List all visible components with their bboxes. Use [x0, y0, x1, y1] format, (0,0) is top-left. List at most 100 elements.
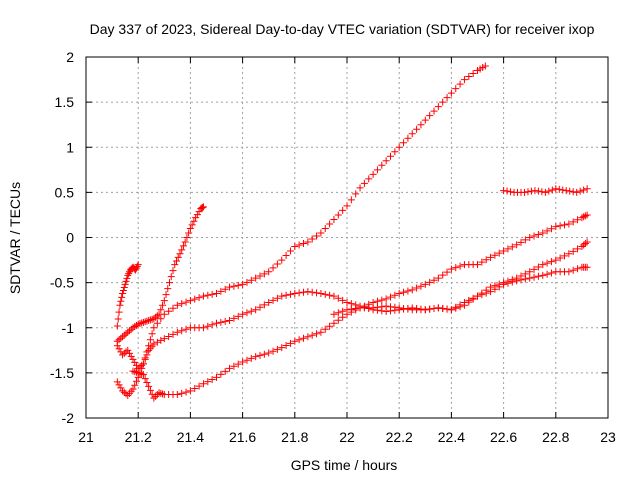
data-point — [526, 274, 534, 282]
data-point — [531, 187, 539, 195]
data-point — [569, 188, 577, 196]
data-point — [260, 270, 268, 278]
data-point — [578, 243, 586, 251]
data-point — [439, 304, 447, 312]
data-point — [176, 250, 184, 258]
data-point — [195, 382, 203, 390]
data-point — [118, 293, 126, 301]
data-point — [352, 190, 360, 198]
data-point — [576, 187, 584, 195]
data-point — [547, 225, 555, 233]
data-point — [124, 346, 132, 354]
data-point — [243, 356, 251, 364]
data-point — [186, 224, 194, 232]
data-point — [125, 270, 133, 278]
data-point — [507, 188, 515, 196]
data-point — [561, 252, 568, 260]
data-point — [395, 304, 403, 312]
y-tick-label: -2 — [62, 410, 75, 426]
data-point — [160, 310, 168, 318]
data-point — [508, 243, 516, 251]
data-point — [282, 252, 290, 260]
data-point — [124, 328, 132, 336]
data-point — [278, 256, 286, 264]
data-point — [504, 279, 512, 287]
data-point — [552, 223, 560, 231]
data-point — [434, 304, 442, 312]
data-point — [426, 305, 434, 313]
data-point — [562, 187, 570, 195]
data-point — [373, 303, 381, 311]
series-track-g — [500, 185, 591, 196]
data-point — [208, 321, 216, 329]
data-point — [313, 289, 321, 297]
data-point — [534, 272, 542, 280]
data-point — [239, 358, 247, 366]
data-point — [173, 301, 181, 309]
data-point — [182, 298, 190, 306]
data-point — [278, 344, 286, 352]
data-point — [487, 288, 495, 296]
data-point — [157, 336, 165, 344]
data-point — [417, 282, 425, 290]
data-point — [182, 325, 190, 333]
data-point — [243, 278, 251, 286]
y-tick-label: -1.5 — [50, 365, 74, 381]
data-point — [119, 387, 127, 395]
data-point — [447, 89, 455, 97]
data-point — [426, 278, 434, 286]
data-point — [226, 364, 234, 372]
data-point — [166, 279, 174, 287]
data-point — [119, 289, 127, 297]
data-point — [169, 330, 177, 338]
data-point — [150, 394, 158, 402]
x-tick-label: 21.8 — [281, 429, 308, 445]
data-point — [131, 358, 139, 366]
data-point — [581, 240, 589, 248]
data-point — [141, 375, 149, 383]
data-point — [495, 283, 503, 291]
data-point — [132, 321, 140, 329]
data-point — [291, 289, 299, 297]
data-point — [269, 296, 277, 304]
data-point — [117, 384, 125, 392]
data-point — [347, 196, 355, 204]
data-point — [221, 367, 229, 375]
data-point — [421, 306, 429, 314]
x-tick-label: 21.6 — [229, 429, 256, 445]
x-tick-label: 22.4 — [438, 429, 465, 445]
data-point — [491, 285, 499, 293]
data-point — [574, 216, 582, 224]
data-point — [334, 309, 342, 317]
data-point — [447, 265, 455, 273]
data-point — [247, 307, 255, 315]
data-point — [300, 334, 307, 342]
data-point — [313, 330, 321, 338]
data-point — [113, 342, 121, 350]
data-point — [434, 103, 442, 111]
data-point — [120, 331, 128, 339]
data-point — [265, 298, 273, 306]
data-point — [208, 290, 216, 298]
series-track-a — [113, 261, 142, 330]
data-point — [543, 259, 551, 267]
data-point — [482, 289, 490, 297]
data-point — [286, 339, 294, 347]
data-point — [114, 315, 122, 323]
data-point — [508, 278, 516, 286]
data-point — [504, 245, 512, 253]
data-point — [273, 294, 281, 302]
data-point — [487, 253, 495, 261]
data-point — [373, 297, 381, 305]
data-point — [191, 385, 199, 393]
data-point — [387, 293, 394, 301]
series-track-c — [113, 62, 489, 372]
x-tick-label: 21.2 — [125, 429, 152, 445]
data-point — [115, 336, 123, 344]
data-point — [308, 235, 316, 243]
data-point — [513, 277, 521, 285]
data-point — [186, 297, 194, 305]
data-point — [117, 297, 125, 305]
data-point — [400, 139, 408, 147]
data-point — [148, 330, 156, 338]
